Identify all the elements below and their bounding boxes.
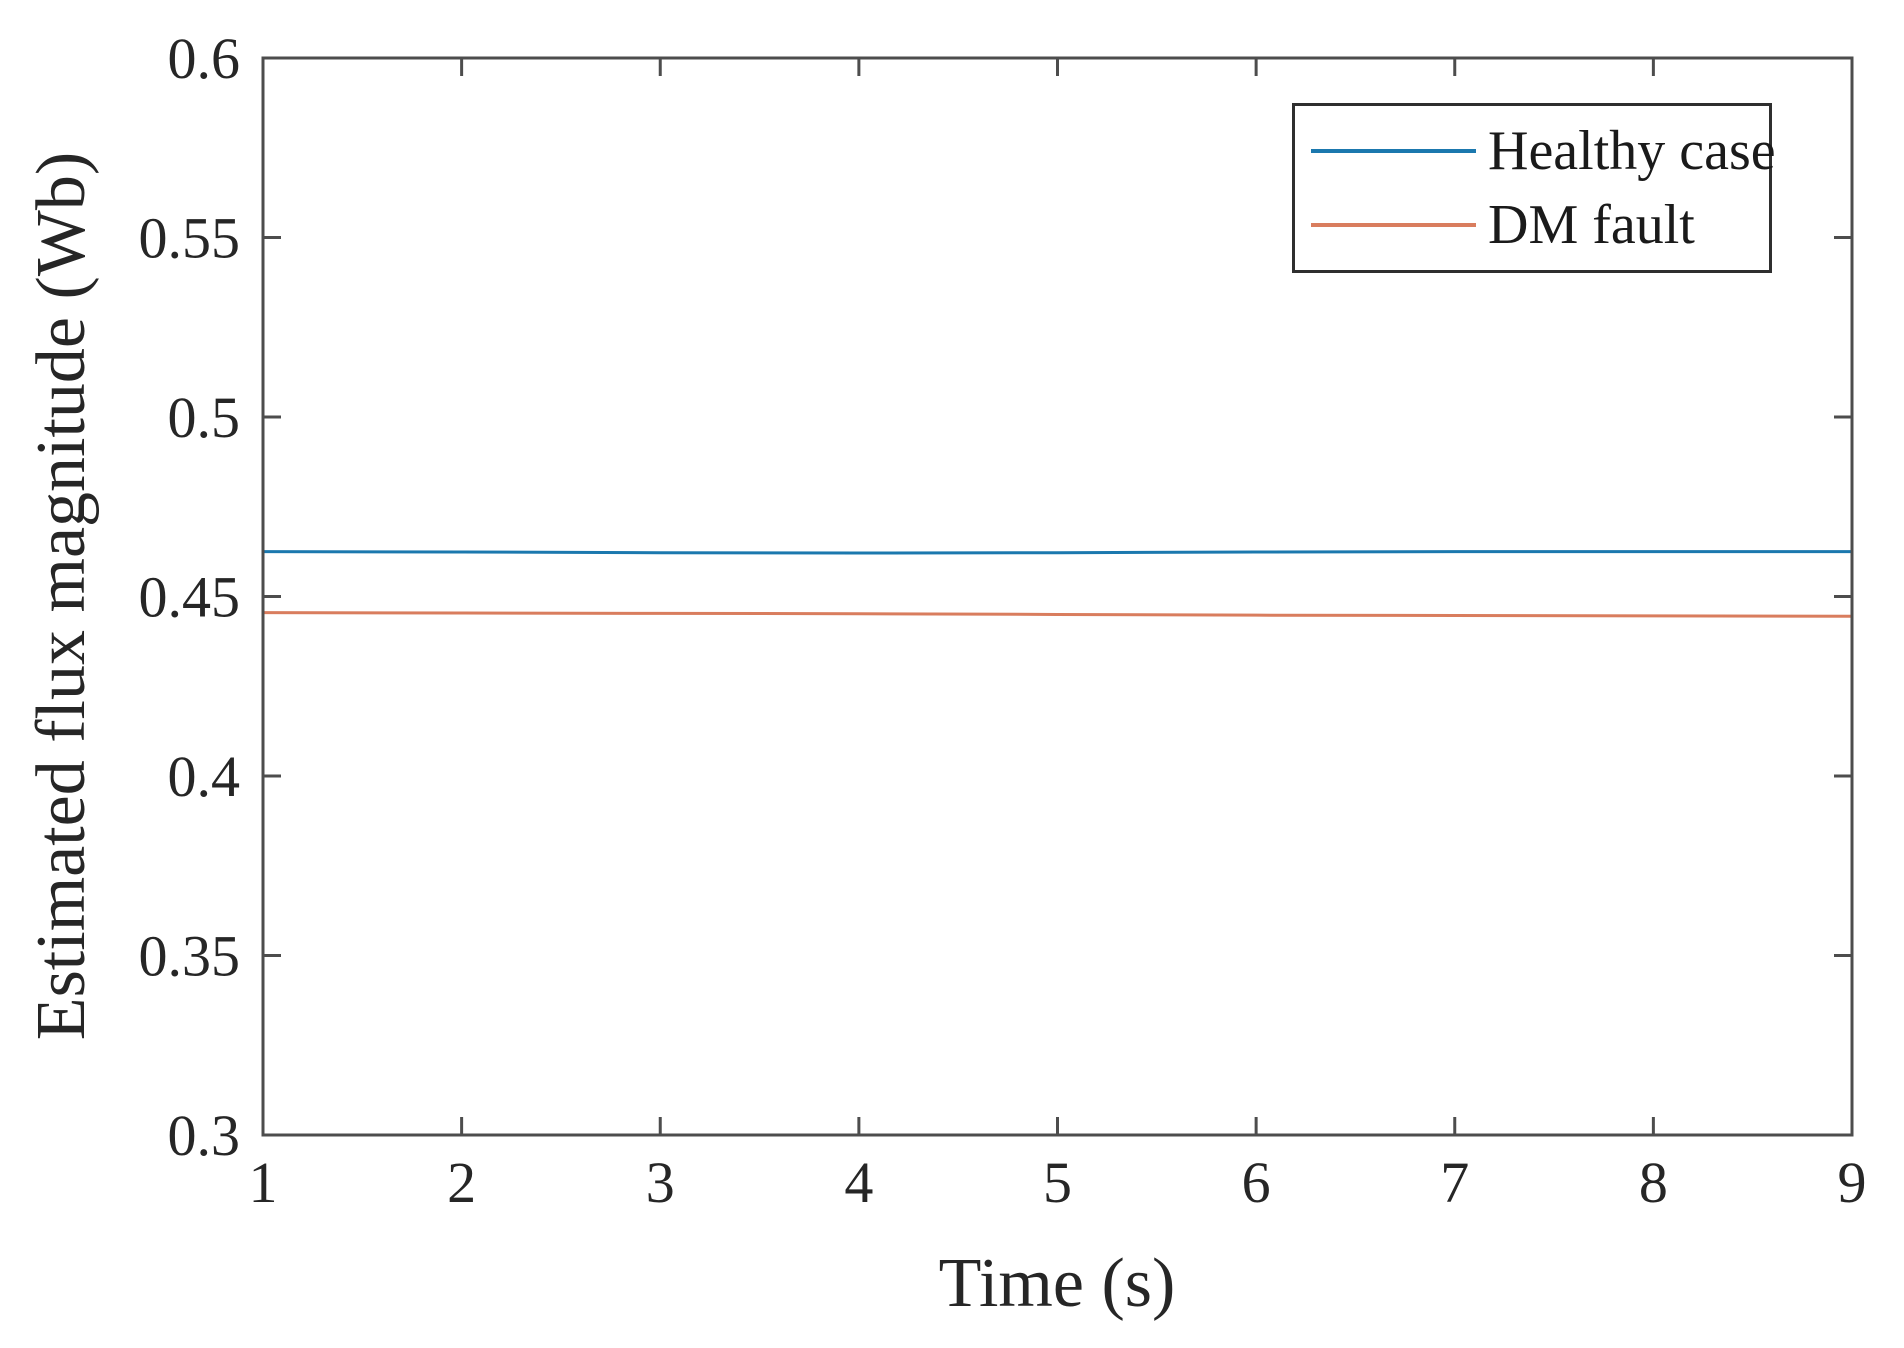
- x-tick-label: 9: [1838, 1150, 1867, 1215]
- legend-item-healthy-case: Healthy case: [1311, 119, 1776, 183]
- x-tick-label: 4: [844, 1150, 873, 1215]
- plot-box: [261, 56, 1854, 1137]
- legend-line-swatch-healthy-case: [1311, 149, 1476, 153]
- x-tick-label: 1: [249, 1150, 278, 1215]
- series-line-healthy-case: [261, 550, 1854, 555]
- x-tick-label: 6: [1242, 1150, 1271, 1215]
- y-tick-label: 0.3: [168, 1103, 241, 1168]
- x-axis-title: Time (s): [938, 1245, 1176, 1322]
- x-tick-label: 2: [447, 1150, 476, 1215]
- y-tick-label: 0.35: [139, 924, 241, 989]
- x-tick-label: 7: [1440, 1150, 1469, 1215]
- legend-label-healthy-case: Healthy case: [1488, 120, 1776, 182]
- y-tick-label: 0.5: [168, 385, 241, 450]
- x-tick-label: 5: [1043, 1150, 1072, 1215]
- y-axis-title: Estimated flux magnitude (Wb): [23, 151, 100, 1041]
- y-tick-label: 0.4: [168, 744, 241, 809]
- legend: Healthy case DM fault: [1292, 103, 1776, 273]
- y-tick-label: 0.6: [168, 26, 241, 91]
- legend-item-dm-fault: DM fault: [1311, 193, 1769, 257]
- y-tick-label: 0.45: [139, 565, 241, 630]
- legend-label-dm-fault: DM fault: [1488, 194, 1695, 256]
- x-tick-label: 8: [1639, 1150, 1668, 1215]
- y-tick-label: 0.55: [139, 206, 241, 271]
- legend-line-swatch-dm-fault: [1311, 223, 1476, 227]
- series-line-dm-fault: [261, 611, 1854, 618]
- x-tick-label: 3: [646, 1150, 675, 1215]
